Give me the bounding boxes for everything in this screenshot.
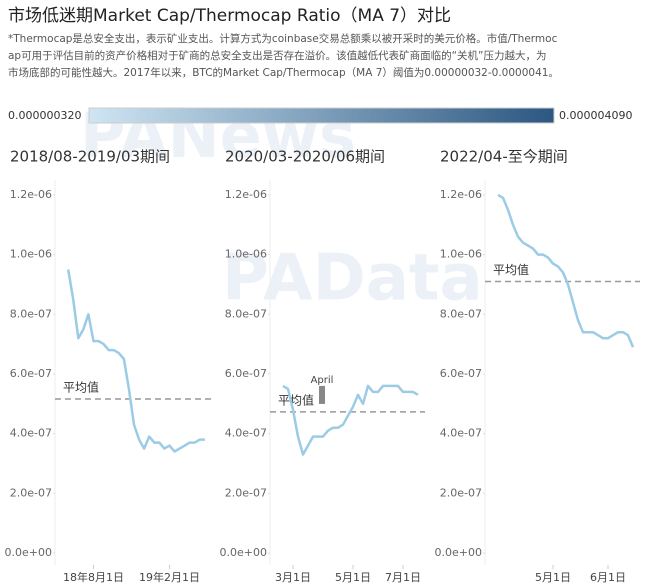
y-tick-label: 8.0e-07 [225,307,267,320]
y-tick-label: 2.0e-07 [440,486,482,499]
x-tick-label: 18年8月1日 [63,570,124,584]
x-tick-label: 7月1日 [385,571,421,584]
subtitle: *Thermocap是总安全支出，表示矿业支出。计算方式为coinbase交易总… [8,32,558,45]
panel-title: 2020/03-2020/06期间 [225,148,385,166]
subtitle: ap可用于评估目前的资产价格相对于矿商的总安全支出是否存在溢价。该值越低代表矿商… [8,49,546,62]
x-tick-label: 3月1日 [275,571,311,584]
y-tick-label: 0.0e+00 [220,546,267,559]
mean-label: 平均值 [63,380,99,395]
x-tick-label: 6月1日 [590,571,626,584]
y-tick-label: 0.0e+00 [5,546,52,559]
mean-label: 平均值 [493,262,529,277]
y-tick-label: 1.0e-06 [225,248,267,261]
y-tick-label: 1.0e-06 [10,248,52,261]
panel-title: 2018/08-2019/03期间 [10,148,170,166]
y-tick-label: 8.0e-07 [440,307,482,320]
series-line [282,384,419,456]
y-tick-label: 2.0e-07 [10,486,52,499]
title: 市场低迷期Market Cap/Thermocap Ratio（MA 7）对比 [8,6,451,26]
y-tick-label: 4.0e-07 [225,427,267,440]
x-tick-label: 5月1日 [535,571,571,584]
x-tick-label: 19年2月1日 [139,570,200,584]
y-tick-label: 4.0e-07 [10,427,52,440]
y-tick-label: 1.2e-06 [440,188,482,201]
y-tick-label: 4.0e-07 [440,427,482,440]
legend-min: 0.000000320 [8,109,81,122]
y-tick-label: 1.2e-06 [225,188,267,201]
legend-max: 0.000004090 [559,109,632,122]
panel-title: 2022/04-至今期间 [440,148,568,166]
mean-label: 平均值 [278,392,314,407]
y-tick-label: 6.0e-07 [440,367,482,380]
y-tick-label: 2.0e-07 [225,486,267,499]
y-tick-label: 8.0e-07 [10,307,52,320]
y-tick-label: 1.2e-06 [10,188,52,201]
y-tick-label: 1.0e-06 [440,248,482,261]
series-line [66,269,205,453]
y-tick-label: 0.0e+00 [435,546,482,559]
y-tick-label: 6.0e-07 [225,367,267,380]
series-line [497,193,635,348]
color-legend-bar [88,107,555,124]
y-tick-label: 6.0e-07 [10,367,52,380]
watermark: PAData [222,242,483,316]
x-tick-label: 5月1日 [335,571,371,584]
annotation-marker [319,385,325,404]
subtitle: 市场底部的可能性越大。2017年以来，BTC的Market Cap/Thermo… [8,66,559,79]
annotation: April [311,375,334,386]
